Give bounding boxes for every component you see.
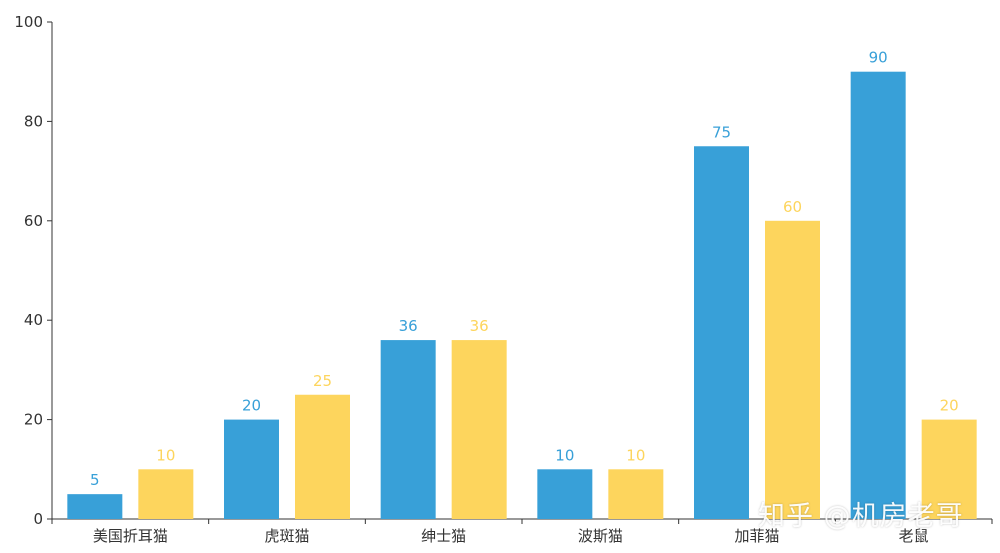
value-labels-group: 5 20 36 10 75 90 10 25 36 10 60 20 (90, 49, 959, 489)
bar-series-2 (921, 419, 977, 519)
bar-series-2 (608, 469, 664, 519)
data-label-series-1: 5 (90, 471, 100, 489)
bar-series-1 (694, 146, 749, 519)
x-category-label: 虎斑猫 (264, 527, 309, 545)
x-category-label: 绅士猫 (421, 527, 466, 545)
y-tick-label: 80 (24, 112, 43, 130)
bar-series-2 (138, 469, 194, 519)
data-label-series-1: 90 (869, 49, 888, 67)
bar-series-1 (224, 419, 279, 519)
data-label-series-2: 10 (626, 446, 645, 464)
bars-group (67, 71, 977, 520)
y-tick-label: 60 (24, 212, 43, 230)
x-category-label: 老鼠 (899, 527, 929, 545)
y-tick-label: 40 (24, 311, 43, 329)
x-axis: 美国折耳猫 虎斑猫 绅士猫 波斯猫 加菲猫 老鼠 (51, 518, 993, 545)
bar-series-1 (537, 469, 593, 519)
y-tick-label: 0 (33, 510, 43, 528)
y-tick-label: 20 (24, 411, 43, 429)
data-label-series-2: 36 (470, 317, 489, 335)
bar-series-2 (451, 340, 507, 519)
data-label-series-2: 10 (156, 446, 175, 464)
bar-series-1 (850, 71, 906, 519)
data-label-series-2: 60 (783, 198, 802, 216)
data-label-series-2: 25 (313, 372, 332, 390)
bar-series-2 (295, 394, 350, 519)
x-category-label: 加菲猫 (734, 527, 779, 545)
y-axis: 0 20 40 60 80 100 (14, 13, 53, 528)
bar-series-1 (380, 340, 436, 519)
bar-series-1 (67, 494, 123, 519)
watermark-text: 知乎 @机房老哥 (758, 501, 964, 532)
y-tick-label: 100 (14, 13, 43, 31)
data-label-series-1: 75 (712, 123, 731, 141)
x-category-label: 美国折耳猫 (93, 527, 168, 545)
data-label-series-1: 36 (399, 317, 418, 335)
data-label-series-2: 20 (940, 397, 959, 415)
x-category-label: 波斯猫 (578, 527, 623, 545)
bar-series-2 (765, 220, 820, 520)
data-label-series-1: 20 (242, 397, 261, 415)
data-label-series-1: 10 (555, 446, 574, 464)
